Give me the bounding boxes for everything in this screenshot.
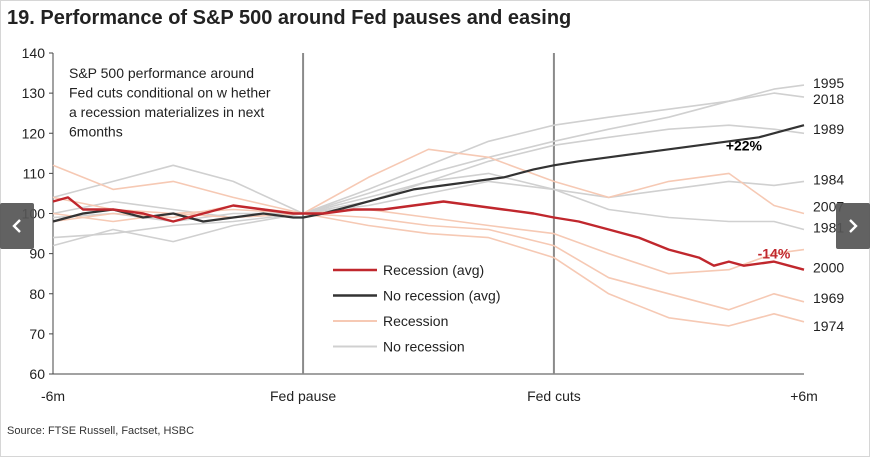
series-line-no-recession [52, 84, 805, 239]
series-end-label: 1984 [813, 171, 844, 187]
source-note: Source: FTSE Russell, Factset, HSBC [7, 425, 195, 437]
series-line-recession [52, 208, 805, 275]
series-end-label: 1989 [813, 121, 844, 137]
y-tick-label: 70 [29, 326, 45, 342]
legend-label: Recession [383, 313, 448, 329]
series-line-recession [52, 196, 805, 311]
series-end-label: 2018 [813, 91, 844, 107]
series-line-recession [52, 148, 805, 215]
series-end-label: 1969 [813, 290, 844, 306]
y-tick-label: 60 [29, 366, 45, 382]
series-line-recession-avg [52, 196, 805, 271]
change-annotation: +22% [726, 137, 763, 153]
series-line-no-recession [52, 124, 805, 223]
legend-label: Recession (avg) [383, 262, 484, 278]
series-line-no-recession [52, 180, 805, 219]
x-tick-label: +6m [790, 388, 818, 404]
y-tick-label: 80 [29, 286, 45, 302]
x-tick-label: Fed cuts [527, 388, 581, 404]
series-end-label: 1995 [813, 75, 844, 91]
chart-title: 19. Performance of S&P 500 around Fed pa… [7, 7, 572, 29]
chart-note-line: 6months [69, 124, 123, 140]
y-tick-label: 110 [23, 165, 46, 181]
legend-label: No recession [383, 339, 465, 355]
y-tick-label: 130 [22, 85, 46, 101]
y-tick-label: 120 [22, 125, 46, 141]
series-end-label: 2000 [813, 260, 844, 276]
chart-note-line: S&P 500 performance around [69, 65, 254, 81]
x-tick-label: -6m [41, 388, 65, 404]
change-annotation: -14% [758, 246, 791, 262]
series-end-label: 1974 [813, 318, 844, 334]
series-line-no-recession [52, 172, 805, 247]
y-tick-label: 140 [22, 45, 46, 61]
previous-button[interactable] [0, 203, 34, 249]
chevron-left-icon [12, 219, 21, 233]
chart-note-line: Fed cuts conditional on w hether [69, 85, 271, 101]
legend-label: No recession (avg) [383, 288, 501, 304]
y-tick-label: 90 [29, 246, 45, 262]
chevron-right-icon [849, 219, 858, 233]
x-tick-label: Fed pause [270, 388, 336, 404]
chart-note-line: a recession materializes in next [69, 104, 264, 120]
next-button[interactable] [836, 203, 870, 249]
